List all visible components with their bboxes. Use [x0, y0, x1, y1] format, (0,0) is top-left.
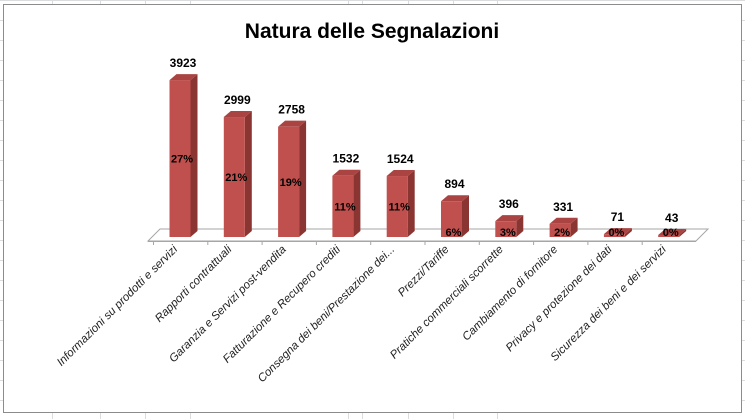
bar	[278, 126, 300, 237]
percent-label: 21%	[225, 172, 247, 184]
bar-top	[495, 215, 524, 222]
chart-title: Natura delle Segnalazioni	[245, 20, 499, 43]
percent-label: 11%	[334, 201, 356, 213]
value-label: 1532	[333, 152, 360, 166]
percent-label: 0%	[608, 227, 624, 239]
bar-top	[549, 217, 578, 224]
value-label: 2999	[224, 93, 251, 107]
percent-label: 0%	[663, 227, 679, 239]
bar-side	[190, 74, 198, 237]
value-label: 2758	[278, 103, 305, 117]
value-label: 396	[499, 197, 519, 211]
bar-side	[570, 217, 578, 237]
bar-side	[299, 120, 307, 237]
bar-top	[386, 170, 415, 177]
bar-top	[658, 229, 687, 235]
bar	[386, 176, 408, 237]
bar-side	[516, 215, 524, 237]
value-label: 331	[553, 200, 573, 214]
value-label: 71	[611, 210, 625, 224]
bar-side	[679, 229, 687, 237]
bar-side	[244, 111, 252, 237]
bar-side	[353, 169, 361, 237]
bar-top	[441, 195, 469, 202]
bar	[332, 175, 354, 237]
value-label: 3923	[170, 56, 197, 70]
percent-label: 27%	[171, 154, 193, 166]
bar-side	[624, 228, 632, 237]
percent-label: 2%	[554, 227, 570, 239]
bar-top	[169, 74, 198, 81]
bar-side	[407, 170, 415, 237]
bar-top	[278, 120, 307, 127]
bar	[495, 221, 517, 237]
percent-label: 11%	[388, 202, 410, 214]
chart-area	[3, 4, 742, 413]
bar-top	[223, 111, 252, 118]
bar	[223, 117, 245, 237]
bar-top	[603, 228, 632, 235]
value-label: 1524	[387, 152, 414, 166]
bar	[441, 201, 462, 237]
bar	[169, 80, 191, 237]
percent-label: 3%	[500, 227, 516, 239]
percent-label: 6%	[446, 227, 462, 239]
bar	[658, 235, 680, 237]
value-label: 43	[665, 211, 679, 225]
percent-label: 19%	[280, 177, 302, 189]
value-label: 894	[444, 177, 464, 191]
bar	[603, 234, 625, 237]
bar	[549, 223, 571, 237]
bar-top	[332, 169, 361, 176]
bar-side	[462, 195, 469, 237]
